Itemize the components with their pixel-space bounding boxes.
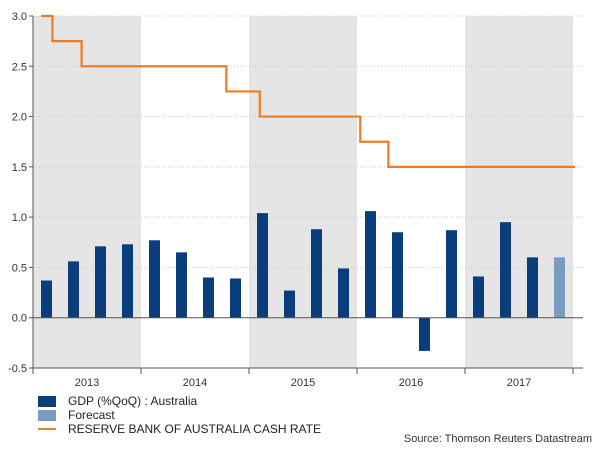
bar-2014-q3 (203, 277, 214, 318)
legend-item-forecast: Forecast (38, 408, 321, 422)
x-tick-labels: 2013 2014 2015 2016 2017 (75, 377, 531, 389)
y-tick-label: 2.5 (12, 61, 27, 73)
x-tick-label-2014: 2014 (183, 377, 207, 389)
bar-2015-q1 (257, 213, 268, 318)
x-tick-label-2013: 2013 (75, 377, 99, 389)
bar-2014-q4 (230, 278, 241, 318)
legend-swatch-cash-rate (38, 428, 56, 430)
cash-rate-line (41, 14, 575, 168)
bar-2013-q2 (68, 261, 79, 318)
bar-2015-q4 (338, 268, 349, 318)
bar-2014-q1 (149, 240, 160, 318)
bar-2015-q3 (311, 229, 322, 318)
bar-2013-q4 (122, 244, 133, 318)
y-tick-label: 2.0 (12, 112, 27, 124)
legend-swatch-forecast (38, 409, 56, 421)
legend-item-gdp: GDP (%QoQ) : Australia (38, 394, 321, 408)
bar-2017-q3 (527, 257, 538, 318)
legend-item-cash-rate: RESERVE BANK OF AUSTRALIA CASH RATE (38, 422, 321, 436)
y-tick-label: 0.0 (12, 313, 27, 325)
bar-2017-q4 (554, 257, 565, 318)
source-note: Source: Thomson Reuters Datastream (403, 433, 592, 445)
year-shading (33, 16, 573, 368)
bar-2013-q1 (41, 280, 52, 318)
legend-swatch-gdp (38, 395, 56, 407)
bar-2017-q2 (500, 222, 511, 318)
legend-label-gdp: GDP (%QoQ) : Australia (68, 394, 198, 408)
x-tick-label-2016: 2016 (399, 377, 423, 389)
y-tick-label: 0.5 (12, 262, 27, 274)
legend: GDP (%QoQ) : Australia Forecast RESERVE … (38, 394, 321, 436)
gdp-bars (41, 211, 565, 351)
x-tick-label-2017: 2017 (507, 377, 531, 389)
axes (29, 15, 583, 374)
bar-2017-q1 (473, 276, 484, 318)
x-tick-label-2015: 2015 (291, 377, 315, 389)
bar-2016-q4 (446, 230, 457, 318)
bar-2016-q1 (365, 211, 376, 318)
chart: -0.50.00.51.01.52.02.53.0 2013 2014 2015 20… (8, 11, 583, 389)
bar-2013-q3 (95, 246, 106, 318)
legend-label-forecast: Forecast (68, 408, 115, 422)
bar-2016-q2 (392, 232, 403, 318)
bar-2014-q2 (176, 252, 187, 318)
bar-2016-q3 (419, 317, 430, 351)
y-tick-label: 3.0 (12, 11, 27, 23)
legend-label-cash-rate: RESERVE BANK OF AUSTRALIA CASH RATE (68, 422, 321, 436)
y-tick-label: 1.5 (12, 162, 27, 174)
bar-2015-q2 (284, 290, 295, 318)
y-tick-labels: -0.5 0.0 0.5 1.0 1.5 2.0 2.5 3.0 (8, 11, 27, 375)
y-tick-label: 1.0 (12, 212, 27, 224)
y-tick-label: -0.5 (8, 363, 27, 375)
